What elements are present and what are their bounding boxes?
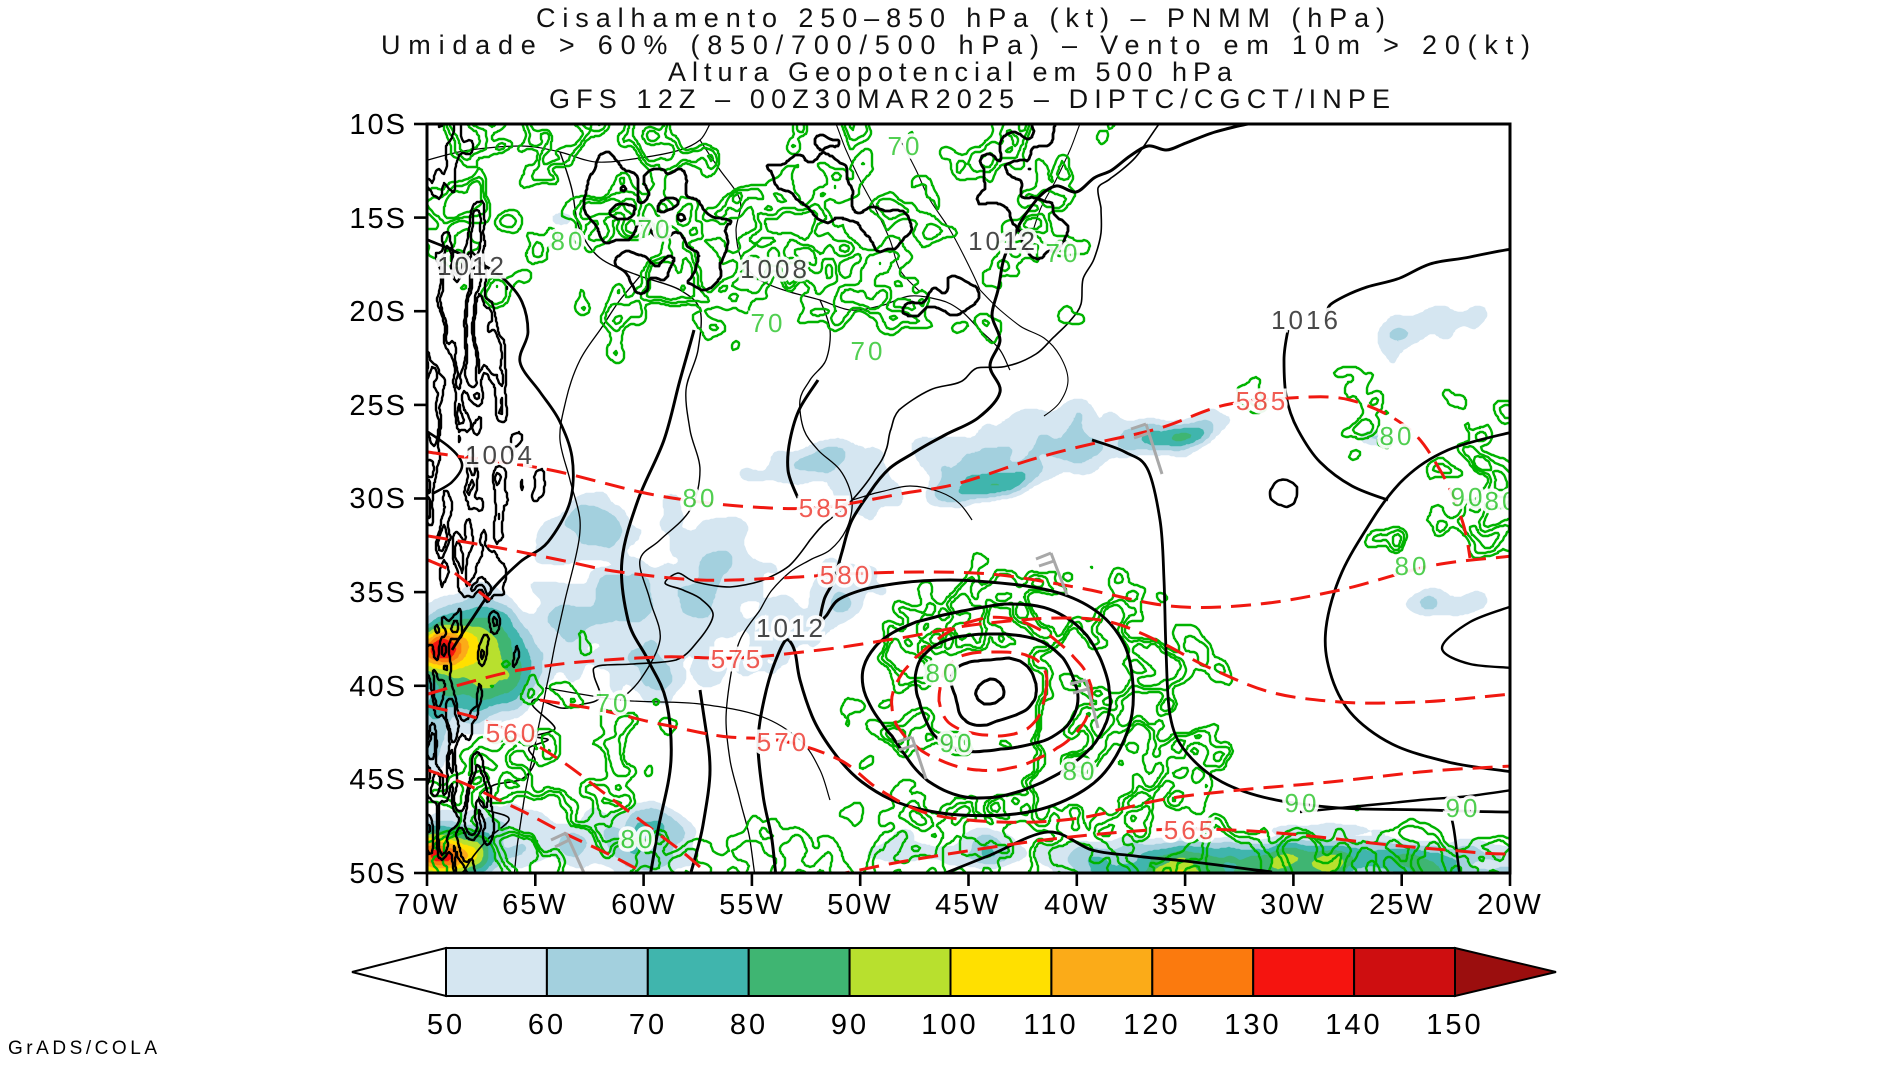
svg-text:10S: 10S [349,109,407,141]
svg-text:120: 120 [1123,1009,1180,1041]
svg-text:GFS 12Z – 00Z30MAR2025 – DIPTC: GFS 12Z – 00Z30MAR2025 – DIPTC/CGCT/INPE [549,84,1390,114]
svg-text:20W: 20W [1477,889,1543,921]
svg-text:570: 570 [757,727,809,757]
svg-text:565: 565 [1164,815,1216,845]
svg-text:150: 150 [1426,1009,1483,1041]
svg-text:90: 90 [1285,788,1320,818]
svg-text:80: 80 [1395,551,1430,581]
svg-text:50S: 50S [349,858,407,890]
svg-text:40S: 40S [349,671,407,703]
svg-text:1012: 1012 [968,226,1038,256]
svg-text:45W: 45W [935,889,1001,921]
svg-text:90: 90 [1446,793,1481,823]
svg-text:1012: 1012 [756,613,826,643]
svg-text:580: 580 [820,560,872,590]
svg-text:50W: 50W [827,889,893,921]
svg-text:560: 560 [486,718,538,748]
svg-text:1008: 1008 [740,254,810,284]
svg-text:140: 140 [1325,1009,1382,1041]
svg-text:80: 80 [683,483,718,513]
svg-text:70: 70 [638,214,673,244]
svg-text:55W: 55W [719,889,785,921]
svg-text:100: 100 [921,1009,978,1041]
svg-text:130: 130 [1224,1009,1281,1041]
svg-text:30W: 30W [1260,889,1326,921]
svg-text:40W: 40W [1044,889,1110,921]
svg-text:20S: 20S [349,296,407,328]
svg-text:80: 80 [1063,756,1098,786]
svg-text:45S: 45S [349,764,407,796]
svg-text:1012: 1012 [437,251,507,281]
svg-text:70: 70 [596,688,631,718]
svg-text:70: 70 [888,131,923,161]
svg-text:50: 50 [427,1009,465,1041]
svg-text:1004: 1004 [465,440,535,470]
svg-text:25S: 25S [349,390,407,422]
svg-text:1016: 1016 [1271,305,1341,335]
svg-text:30S: 30S [349,483,407,515]
svg-text:80: 80 [551,226,586,256]
svg-text:15S: 15S [349,203,407,235]
svg-text:575: 575 [711,644,763,674]
svg-text:65W: 65W [502,889,568,921]
svg-text:70: 70 [851,336,886,366]
svg-text:90: 90 [940,728,975,758]
svg-text:80: 80 [621,824,656,854]
svg-text:25W: 25W [1369,889,1435,921]
svg-text:70W: 70W [394,889,460,921]
svg-text:70: 70 [629,1009,667,1041]
svg-text:80: 80 [1485,486,1520,516]
svg-text:35S: 35S [349,577,407,609]
svg-text:60W: 60W [611,889,677,921]
svg-text:90: 90 [1451,482,1486,512]
svg-text:60: 60 [528,1009,566,1041]
svg-text:80: 80 [730,1009,768,1041]
svg-text:35W: 35W [1152,889,1218,921]
svg-text:80: 80 [926,658,961,688]
svg-text:585: 585 [799,493,851,523]
svg-text:70: 70 [751,308,786,338]
svg-text:90: 90 [831,1009,869,1041]
svg-text:585: 585 [1236,386,1288,416]
svg-text:70: 70 [1046,238,1081,268]
svg-text:80: 80 [1380,421,1415,451]
svg-text:110: 110 [1023,1009,1078,1041]
